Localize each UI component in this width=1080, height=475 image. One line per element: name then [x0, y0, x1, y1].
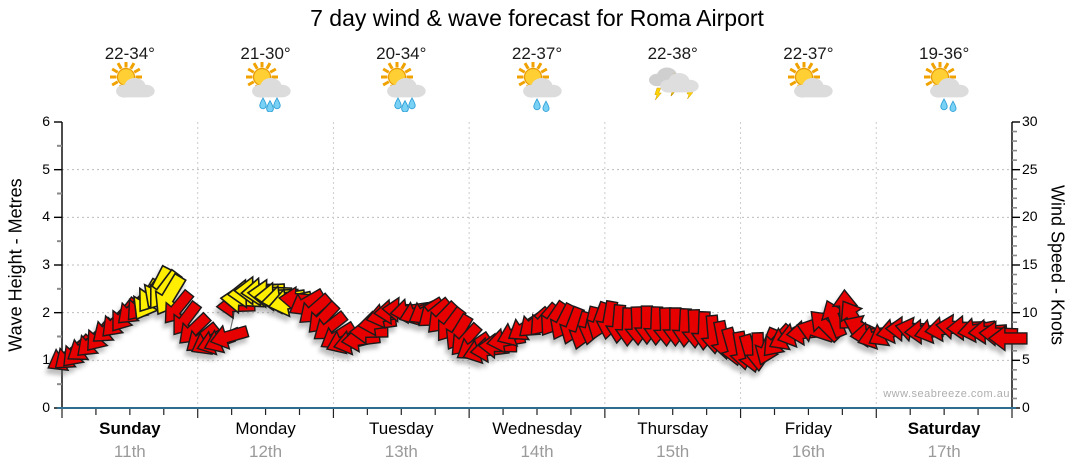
right-axis-tick-label: 10 [1022, 303, 1038, 320]
wind-arrow-red [164, 288, 195, 324]
cloud-icon [794, 77, 834, 98]
watermark: www.seabreeze.com.au [883, 388, 1010, 400]
cloud-icon [930, 77, 969, 98]
day-date: 12th [249, 442, 283, 461]
temperature-range: 19-36° [919, 44, 970, 63]
right-axis-tick-label: 25 [1022, 160, 1038, 177]
day-name: Monday [235, 419, 296, 438]
wind-arrow-yellow [154, 272, 187, 316]
day-name: Friday [784, 419, 833, 438]
weather-icon-rain [373, 61, 429, 113]
day-date: 17th [927, 442, 961, 461]
chart-title: 7 day wind & wave forecast for Roma Airp… [310, 5, 764, 31]
day-name: Tuesday [368, 419, 434, 438]
wind-arrow-red [209, 324, 250, 351]
raindrop-icon [533, 98, 541, 111]
right-axis-tick-label: 15 [1022, 256, 1038, 272]
wind-arrow-layer [47, 264, 1028, 374]
temperature-range: 20-34° [376, 44, 427, 63]
left-axis-tick-label: 4 [42, 208, 50, 225]
day-date: 14th [520, 442, 554, 461]
wind-arrow-red [987, 324, 1028, 352]
raindrop-icon [265, 99, 274, 113]
left-axis-tick-label: 6 [42, 113, 50, 129]
temperature-range: 21-30° [240, 44, 291, 63]
raindrop-icon [542, 100, 550, 112]
cloud-icon [523, 77, 562, 98]
weather-icon-showers [916, 61, 972, 112]
raindrop-icon [258, 97, 267, 110]
weather-icon-showers [509, 61, 565, 112]
weather-icon-partly-cloudy [780, 61, 836, 112]
left-axis-tick-label: 1 [42, 351, 50, 368]
day-name: Thursday [637, 419, 709, 438]
day-name: Sunday [99, 419, 161, 438]
raindrop-icon [408, 97, 416, 110]
day-name: Wednesday [492, 419, 582, 438]
raindrop-icon [272, 97, 281, 110]
right-axis-tick-label: 5 [1022, 351, 1030, 368]
day-date: 11th [113, 442, 146, 461]
left-axis-tick-label: 0 [42, 399, 50, 415]
left-axis-tick-label: 5 [42, 160, 50, 177]
cloud-icon [659, 72, 699, 93]
right-axis-tick-label: 20 [1022, 208, 1038, 225]
cloud-icon [387, 77, 426, 98]
cloud-icon [115, 77, 155, 98]
cloud-icon [251, 77, 291, 98]
weather-icon-partly-cloudy [102, 61, 158, 112]
left-axis-tick-label: 3 [42, 256, 50, 272]
raindrop-icon [949, 100, 957, 112]
left-axis-tick-label: 2 [42, 303, 50, 320]
lightning-icon [654, 87, 662, 101]
temperature-range: 22-37° [783, 44, 834, 63]
temperature-range: 22-34° [104, 44, 155, 63]
right-axis-tick-label: 0 [1022, 399, 1030, 415]
weather-icon-rain [238, 61, 294, 113]
wind-arrow-red [173, 299, 203, 336]
day-date: 13th [384, 442, 418, 461]
day-name: Saturday [907, 419, 981, 438]
right-axis-tick-label: 30 [1022, 113, 1038, 129]
day-date: 16th [791, 442, 825, 461]
temperature-range: 22-37° [511, 44, 563, 63]
raindrop-icon [401, 99, 410, 113]
raindrop-icon [394, 97, 402, 110]
day-date: 15th [656, 442, 690, 461]
raindrop-icon [940, 98, 948, 111]
weather-icon-storm [645, 62, 701, 112]
temperature-range: 22-38° [647, 44, 698, 63]
